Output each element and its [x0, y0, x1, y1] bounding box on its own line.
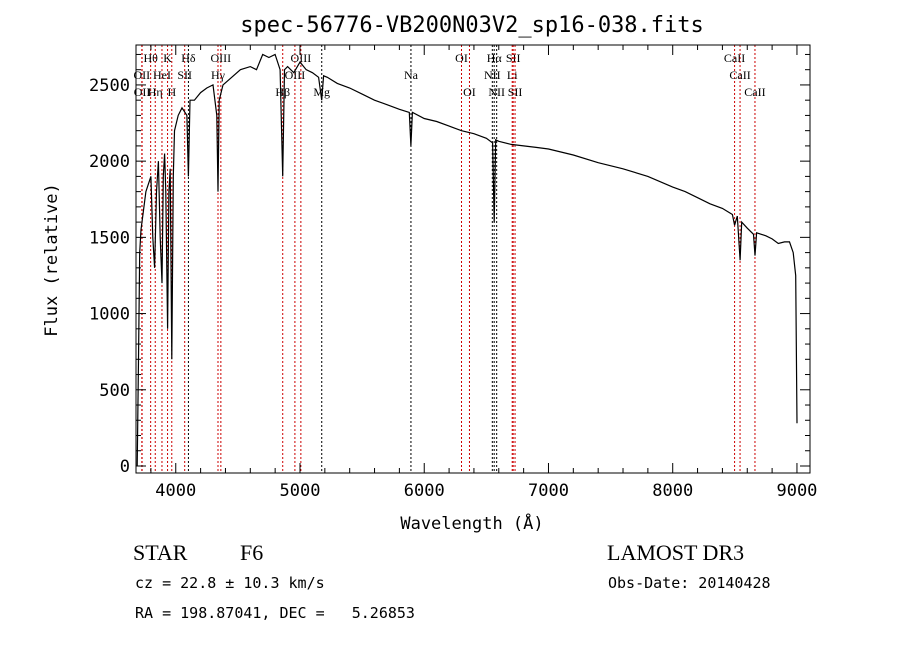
spectral-line-label: Na — [404, 68, 419, 82]
spectral-line-label: SII — [508, 85, 523, 99]
spectral-line-label: Hη — [148, 85, 163, 99]
spectral-line-label: HeI — [153, 68, 171, 82]
spectral-line-label: NII — [488, 85, 505, 99]
ra-dec: RA = 198.87041, DEC = 5.26853 — [135, 604, 415, 622]
x-tick-label: 4000 — [155, 481, 196, 501]
spectral-line-label: SII — [506, 51, 521, 65]
spectral-line-label: Hθ — [143, 51, 158, 65]
spectral-line-label: OIII — [211, 51, 232, 65]
spectral-line-label: H — [167, 85, 176, 99]
spectral-line-label: OIII — [285, 68, 306, 82]
x-tick-label: 5000 — [280, 481, 321, 501]
spectral-line-label: OI — [455, 51, 468, 65]
spectral-line-label: CaII — [729, 68, 750, 82]
y-tick-label: 500 — [99, 381, 130, 401]
y-tick-label: 2000 — [89, 152, 130, 172]
y-tick-label: 0 — [120, 457, 130, 477]
survey-name: LAMOST DR3 — [607, 540, 745, 565]
subclass: F6 — [240, 540, 264, 565]
spectral-line-label: SII — [177, 68, 192, 82]
y-tick-label: 1500 — [89, 228, 130, 248]
y-tick-label: 1000 — [89, 305, 130, 325]
chart-title: spec-56776-VB200N03V2_sp16-038.fits — [240, 13, 704, 38]
x-tick-label: 6000 — [404, 481, 445, 501]
spectral-line-label: NII — [484, 68, 501, 82]
x-tick-label: 9000 — [776, 481, 817, 501]
x-axis-label: Wavelength (Å) — [400, 512, 543, 534]
spectral-line-label: Li — [507, 68, 518, 82]
spectral-line-label: CaII — [724, 51, 745, 65]
spectrum-line — [136, 53, 798, 467]
obs-date: Obs-Date: 20140428 — [608, 574, 771, 592]
spectral-line-label: Hδ — [181, 51, 196, 65]
spectral-line-label: Hγ — [211, 68, 226, 82]
spectral-line-label: OII — [134, 85, 151, 99]
spectral-line-label: OIII — [291, 51, 312, 65]
object-class: STAR — [133, 540, 188, 565]
spectral-line-label: Hβ — [275, 85, 290, 99]
spectral-line-label: K — [163, 51, 172, 65]
x-tick-label: 8000 — [652, 481, 693, 501]
x-tick-label: 7000 — [528, 481, 569, 501]
spectral-line-label: CaII — [744, 85, 765, 99]
plot-frame — [135, 44, 811, 474]
y-axis-label: Flux (relative) — [42, 183, 62, 337]
y-tick-label: 2500 — [89, 76, 130, 96]
redshift-cz: cz = 22.8 ± 10.3 km/s — [135, 574, 325, 592]
spectral-line-label: OI — [463, 85, 476, 99]
spectral-line-label: Hα — [487, 51, 503, 65]
